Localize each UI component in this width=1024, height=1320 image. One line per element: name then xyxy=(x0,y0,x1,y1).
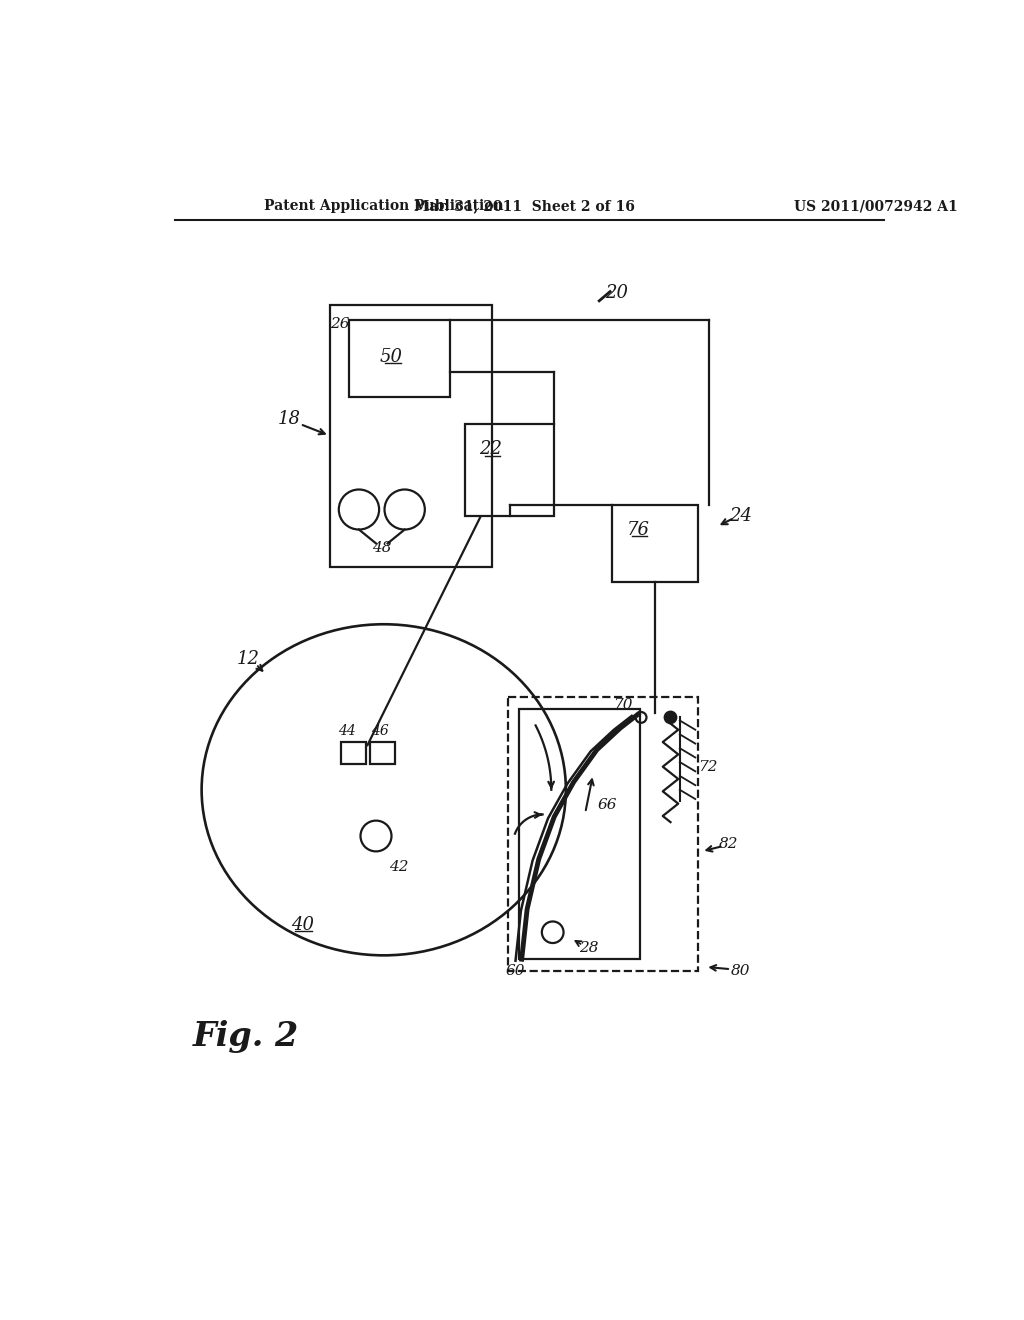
Text: 50: 50 xyxy=(380,348,403,366)
Bar xyxy=(349,321,450,397)
Text: 70: 70 xyxy=(612,698,632,711)
Text: 28: 28 xyxy=(580,941,599,954)
Text: Fig. 2: Fig. 2 xyxy=(193,1019,299,1053)
Bar xyxy=(508,697,697,970)
Bar xyxy=(612,506,697,582)
Text: 22: 22 xyxy=(479,441,502,458)
Text: US 2011/0072942 A1: US 2011/0072942 A1 xyxy=(795,199,958,213)
Text: 76: 76 xyxy=(627,520,649,539)
Bar xyxy=(330,305,493,566)
Text: Patent Application Publication: Patent Application Publication xyxy=(263,199,503,213)
Bar xyxy=(370,742,394,763)
Text: 18: 18 xyxy=(278,409,301,428)
Circle shape xyxy=(665,711,677,723)
Bar xyxy=(341,742,366,763)
Bar xyxy=(465,424,554,516)
Text: 72: 72 xyxy=(698,760,718,774)
Bar xyxy=(519,709,640,960)
Text: 46: 46 xyxy=(371,723,389,738)
Text: 40: 40 xyxy=(291,916,314,933)
Text: Mar. 31, 2011  Sheet 2 of 16: Mar. 31, 2011 Sheet 2 of 16 xyxy=(415,199,635,213)
Text: 44: 44 xyxy=(338,723,355,738)
Text: 42: 42 xyxy=(389,859,409,874)
Text: 26: 26 xyxy=(330,317,349,331)
Text: 80: 80 xyxy=(730,964,750,978)
Text: 20: 20 xyxy=(605,284,628,302)
Text: 12: 12 xyxy=(237,649,260,668)
Text: 82: 82 xyxy=(719,837,738,850)
Text: 66: 66 xyxy=(597,799,616,812)
Text: 60: 60 xyxy=(506,964,525,978)
Text: 24: 24 xyxy=(729,507,752,525)
Text: 48: 48 xyxy=(372,541,391,554)
